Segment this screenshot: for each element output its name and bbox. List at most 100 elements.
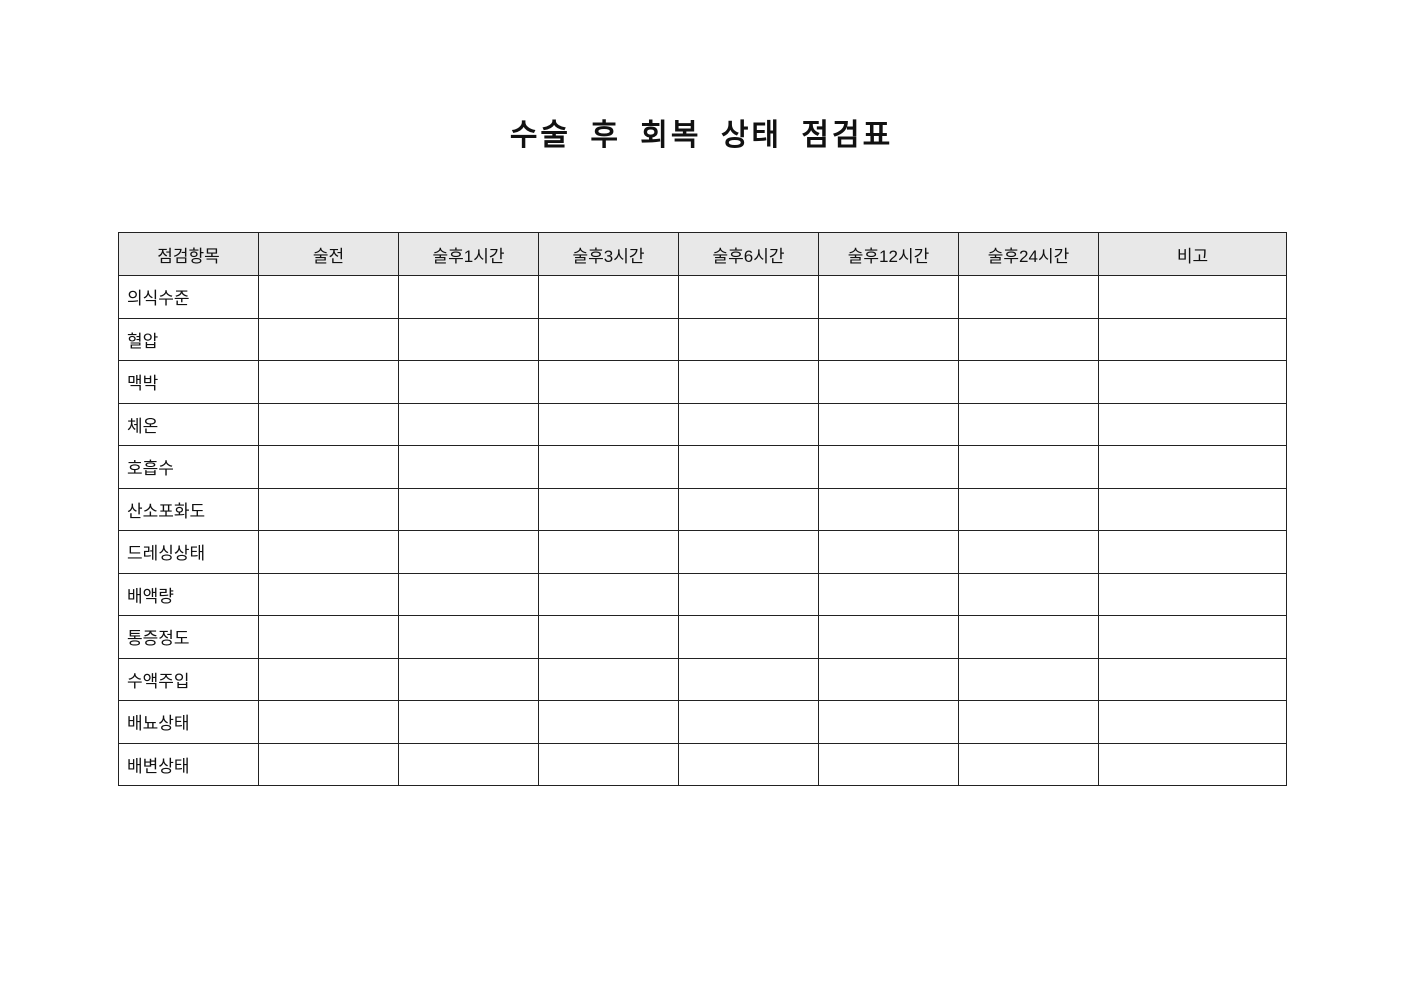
entry-cell[interactable] [398,445,539,489]
entry-cell[interactable] [258,572,399,616]
entry-cell[interactable] [1098,700,1287,744]
row-label: 혈압 [118,317,259,361]
entry-cell[interactable] [678,657,819,701]
entry-cell[interactable] [958,487,1099,531]
entry-cell[interactable] [258,615,399,659]
entry-cell[interactable] [958,530,1099,574]
entry-cell[interactable] [1098,530,1287,574]
column-header: 점검항목 [118,232,259,276]
entry-cell[interactable] [398,572,539,616]
entry-cell[interactable] [398,700,539,744]
entry-cell[interactable] [258,445,399,489]
row-label: 배뇨상태 [118,700,259,744]
row-label: 수액주입 [118,657,259,701]
entry-cell[interactable] [818,742,959,786]
entry-cell[interactable] [958,572,1099,616]
entry-cell[interactable] [398,742,539,786]
entry-cell[interactable] [678,275,819,319]
entry-cell[interactable] [398,657,539,701]
entry-cell[interactable] [818,317,959,361]
entry-cell[interactable] [958,402,1099,446]
entry-cell[interactable] [538,360,679,404]
entry-cell[interactable] [538,402,679,446]
entry-cell[interactable] [538,572,679,616]
entry-cell[interactable] [958,275,1099,319]
entry-cell[interactable] [258,317,399,361]
entry-cell[interactable] [258,742,399,786]
entry-cell[interactable] [958,445,1099,489]
entry-cell[interactable] [678,487,819,531]
entry-cell[interactable] [258,700,399,744]
entry-cell[interactable] [1098,657,1287,701]
entry-cell[interactable] [958,615,1099,659]
entry-cell[interactable] [398,530,539,574]
entry-cell[interactable] [1098,615,1287,659]
entry-cell[interactable] [538,530,679,574]
entry-cell[interactable] [1098,572,1287,616]
entry-cell[interactable] [258,360,399,404]
entry-cell[interactable] [818,402,959,446]
entry-cell[interactable] [398,487,539,531]
entry-cell[interactable] [538,657,679,701]
entry-cell[interactable] [1098,487,1287,531]
entry-cell[interactable] [678,530,819,574]
entry-cell[interactable] [258,530,399,574]
entry-cell[interactable] [818,445,959,489]
entry-cell[interactable] [258,275,399,319]
column-header: 술후1시간 [398,232,539,276]
entry-cell[interactable] [538,615,679,659]
entry-cell[interactable] [398,317,539,361]
entry-cell[interactable] [538,445,679,489]
entry-cell[interactable] [818,360,959,404]
column-header: 술후6시간 [678,232,819,276]
entry-cell[interactable] [398,615,539,659]
entry-cell[interactable] [678,402,819,446]
entry-cell[interactable] [958,317,1099,361]
entry-cell[interactable] [538,742,679,786]
entry-cell[interactable] [818,615,959,659]
column-header: 술후24시간 [958,232,1099,276]
entry-cell[interactable] [678,317,819,361]
entry-cell[interactable] [1098,275,1287,319]
page-title: 수술 후 회복 상태 점검표 [509,119,894,152]
entry-cell[interactable] [538,317,679,361]
header-row: 점검항목 술전 술후1시간 술후3시간 술후6시간 술후12시간 술후24시간 비고 [118,232,1287,276]
entry-cell[interactable] [538,275,679,319]
entry-cell[interactable] [958,657,1099,701]
column-header: 비고 [1098,232,1287,276]
entry-cell[interactable] [1098,445,1287,489]
entry-cell[interactable] [818,275,959,319]
entry-cell[interactable] [258,487,399,531]
entry-cell[interactable] [398,402,539,446]
entry-cell[interactable] [678,445,819,489]
entry-cell[interactable] [678,742,819,786]
entry-cell[interactable] [958,742,1099,786]
entry-cell[interactable] [818,487,959,531]
entry-cell[interactable] [818,657,959,701]
entry-cell[interactable] [818,700,959,744]
entry-cell[interactable] [958,700,1099,744]
entry-cell[interactable] [818,572,959,616]
entry-cell[interactable] [258,657,399,701]
entry-cell[interactable] [1098,402,1287,446]
entry-cell[interactable] [538,700,679,744]
entry-cell[interactable] [678,360,819,404]
entry-cell[interactable] [678,572,819,616]
table-row: 체온 [118,402,1287,446]
table-row: 배변상태 [118,742,1287,786]
entry-cell[interactable] [1098,317,1287,361]
entry-cell[interactable] [678,700,819,744]
entry-cell[interactable] [538,487,679,531]
row-label: 드레싱상태 [118,530,259,574]
entry-cell[interactable] [398,275,539,319]
entry-cell[interactable] [958,360,1099,404]
column-header: 술전 [258,232,399,276]
entry-cell[interactable] [678,615,819,659]
table-row: 배액량 [118,572,1287,616]
entry-cell[interactable] [818,530,959,574]
entry-cell[interactable] [1098,742,1287,786]
entry-cell[interactable] [398,360,539,404]
row-label: 산소포화도 [118,487,259,531]
entry-cell[interactable] [258,402,399,446]
entry-cell[interactable] [1098,360,1287,404]
